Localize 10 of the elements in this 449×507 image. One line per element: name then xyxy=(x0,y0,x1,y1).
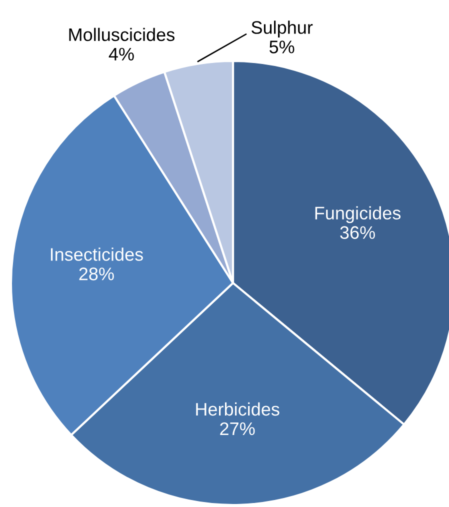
data-label: 28% xyxy=(79,268,114,280)
slice-label: Molluscicides xyxy=(69,28,174,42)
slice-label: Insecticides xyxy=(50,248,143,261)
data-label: 36% xyxy=(340,226,375,239)
data-label: 5% xyxy=(270,40,294,54)
slice-label: Sulphur xyxy=(252,20,313,38)
slice-label: Fungicides xyxy=(315,206,401,224)
slice-label: Herbicides xyxy=(196,402,280,416)
data-label: 27% xyxy=(220,422,255,436)
data-label: 4% xyxy=(108,48,134,60)
